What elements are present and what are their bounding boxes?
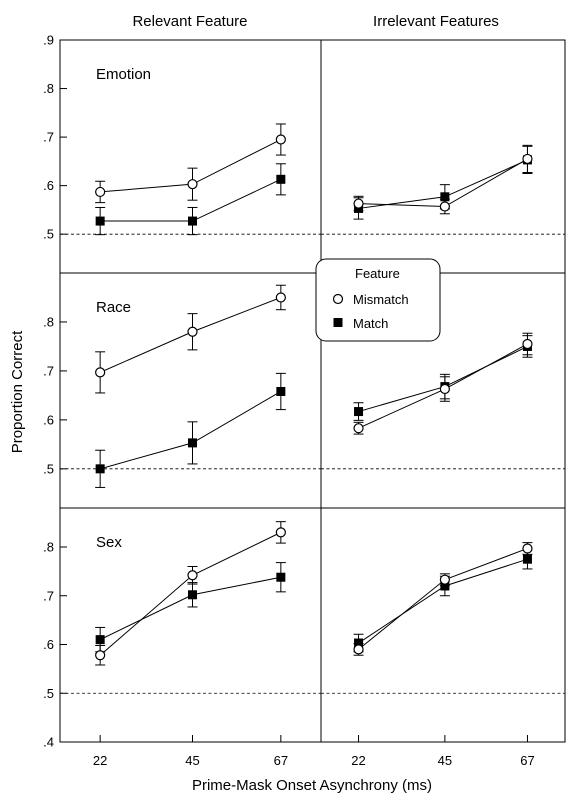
legend-label-mismatch: Mismatch (353, 292, 409, 307)
data-point-mismatch (353, 198, 364, 209)
legend-marker-mismatch (332, 293, 344, 305)
data-point-mismatch (353, 644, 364, 655)
x-tick-label: 45 (185, 753, 199, 768)
data-point-mismatch (275, 134, 286, 145)
x-tick-label: 22 (93, 753, 107, 768)
data-point-mismatch (275, 527, 286, 538)
data-point-mismatch (95, 186, 106, 198)
y-tick-label: .6 (43, 178, 54, 193)
data-point-mismatch (522, 543, 533, 554)
data-point-mismatch (522, 153, 533, 165)
y-tick-label: .8 (43, 81, 54, 96)
x-tick-label: 22 (351, 753, 365, 768)
x-axis-label: Prime-Mask Onset Asynchrony (ms) (192, 777, 432, 794)
data-point-match (440, 192, 450, 202)
data-point-mismatch (95, 650, 106, 661)
series-line-match (100, 391, 282, 470)
series-line-mismatch (358, 547, 528, 650)
y-tick-label: .5 (43, 686, 54, 701)
data-point-match (95, 216, 105, 226)
legend-marker-match (333, 318, 343, 327)
x-tick-label: 67 (520, 753, 534, 768)
x-tick-label: 45 (438, 753, 452, 768)
y-tick-label: .7 (43, 130, 54, 145)
data-point-mismatch (439, 383, 450, 395)
legend-box (315, 258, 441, 342)
y-tick-label: .5 (43, 227, 54, 242)
data-point-mismatch (187, 179, 198, 190)
data-point-mismatch (95, 367, 106, 378)
data-point-mismatch (522, 338, 533, 350)
column-title-irrelevant: Irrelevant Features (373, 13, 499, 30)
data-point-match (188, 438, 198, 448)
y-tick-label: .6 (43, 412, 54, 427)
y-tick-label: .6 (43, 637, 54, 652)
legend-label-match: Match (353, 316, 388, 331)
y-tick-label: .8 (43, 540, 54, 555)
series-line-match (99, 576, 281, 641)
data-point-mismatch (187, 326, 198, 337)
data-point-match (522, 554, 532, 564)
legend: Feature Mismatch Match (315, 258, 441, 342)
y-tick-label: .9 (43, 33, 54, 48)
data-point-mismatch (187, 570, 198, 581)
x-tick-label: 67 (274, 753, 288, 768)
data-point-match (188, 590, 198, 600)
legend-title: Feature (355, 266, 400, 281)
data-point-mismatch (439, 574, 450, 585)
y-tick-label: .5 (43, 461, 54, 476)
panel-label-emotion: Emotion (96, 66, 151, 83)
data-point-mismatch (275, 292, 286, 303)
series-line-match (358, 345, 528, 413)
data-point-match (188, 216, 198, 226)
plot-area: .5 .6 .7 .8 .9 Emotion .5 .6 .7 .8 Race .4 .5 .6 .7 .8 S… (43, 33, 566, 750)
data-point-match (276, 174, 286, 184)
column-title-relevant: Relevant Feature (132, 13, 247, 30)
y-axis-label: Proportion Correct (9, 330, 26, 453)
data-point-match (354, 407, 364, 417)
y-tick-label: .8 (43, 314, 54, 329)
y-tick-label: .4 (43, 735, 54, 750)
data-point-match (276, 572, 286, 582)
data-point-match (276, 386, 286, 396)
plot-frame (59, 39, 566, 743)
y-tick-label: .7 (43, 588, 54, 603)
data-point-match (95, 635, 105, 645)
series-line-match (358, 558, 528, 644)
data-point-mismatch (439, 201, 450, 212)
data-point-mismatch (353, 423, 364, 434)
y-tick-label: .7 (43, 363, 54, 378)
panel-label-sex: Sex (96, 534, 122, 551)
panel-label-race: Race (96, 299, 131, 316)
data-point-match (95, 464, 105, 474)
x-axis: 22 45 67 22 45 67 (93, 735, 535, 768)
